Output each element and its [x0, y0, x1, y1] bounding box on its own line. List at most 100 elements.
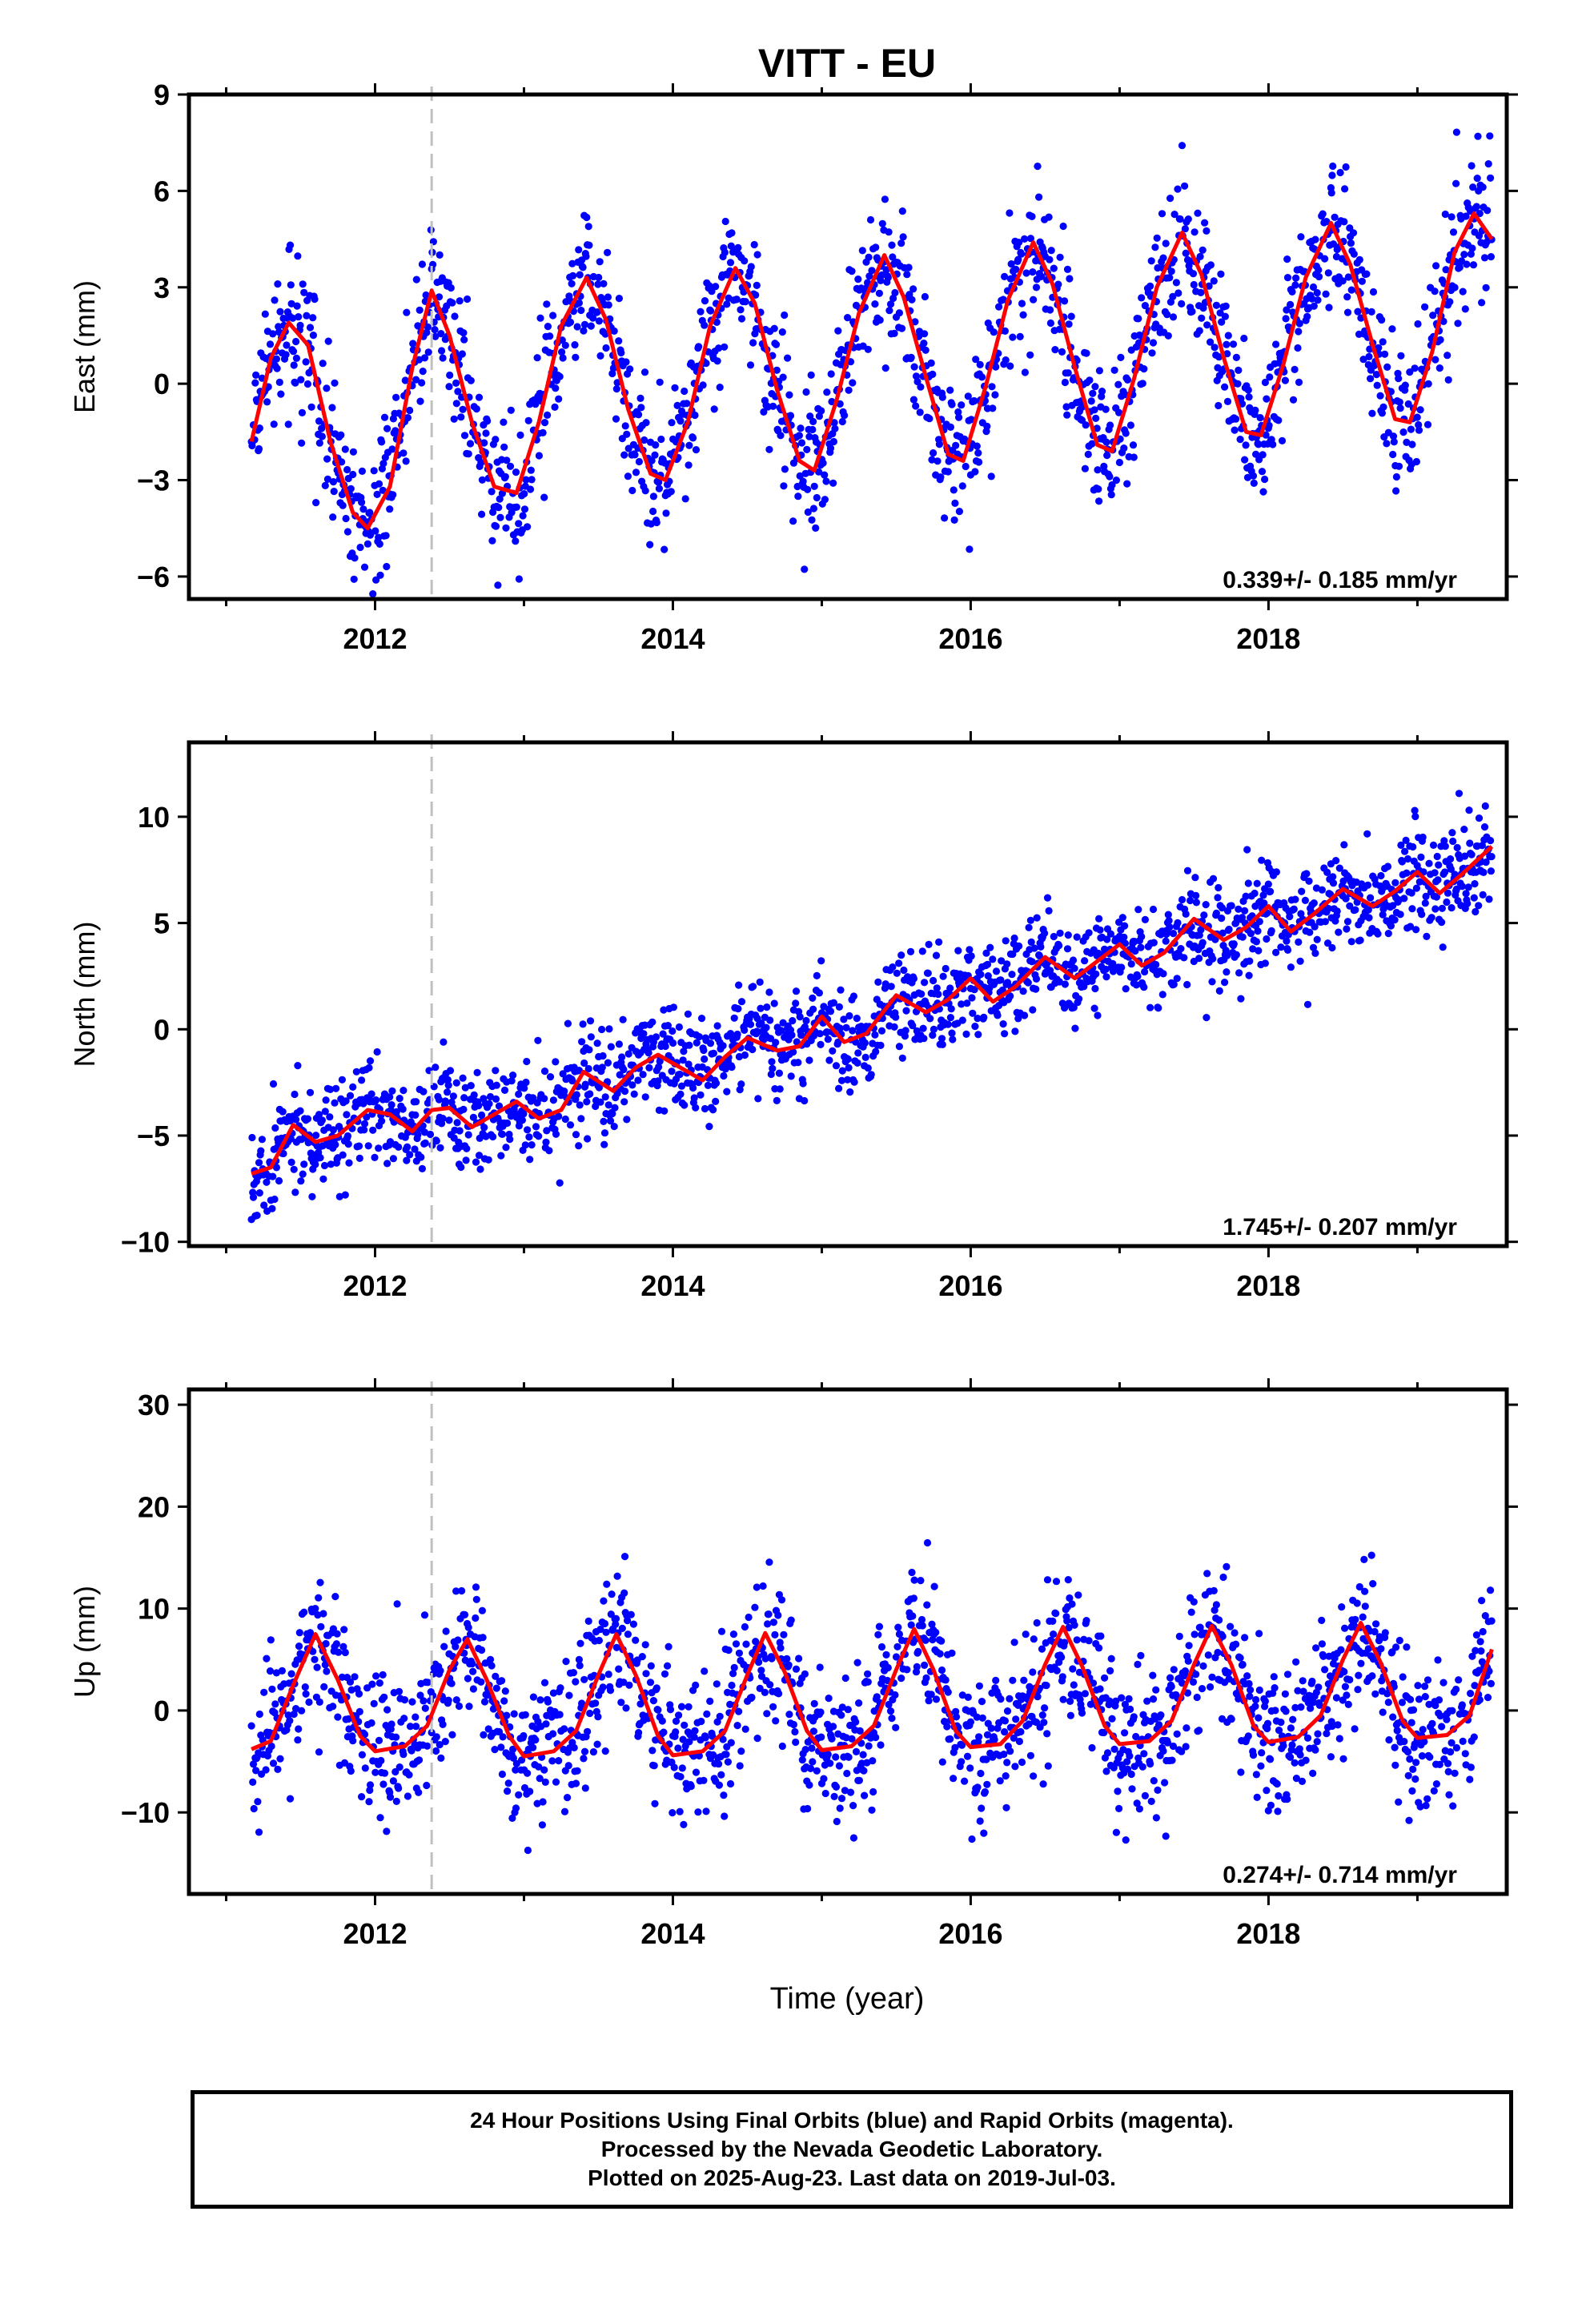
- data-point: [684, 1010, 693, 1018]
- data-point: [467, 376, 475, 384]
- data-point: [386, 505, 394, 513]
- data-point: [1459, 287, 1467, 296]
- data-point: [1392, 487, 1400, 495]
- data-point: [891, 288, 899, 297]
- data-point: [1090, 1004, 1098, 1012]
- data-point: [990, 1735, 998, 1743]
- data-point: [1415, 420, 1423, 429]
- data-point: [1261, 959, 1269, 967]
- data-point: [757, 1004, 765, 1012]
- data-point: [406, 1723, 415, 1731]
- data-point: [472, 1595, 480, 1603]
- data-point: [512, 1804, 520, 1812]
- data-point: [311, 1655, 319, 1663]
- data-point: [820, 1775, 828, 1783]
- data-point: [832, 1062, 841, 1070]
- data-point: [1138, 380, 1146, 388]
- data-point: [620, 1088, 629, 1096]
- data-point: [797, 424, 805, 432]
- data-point: [813, 1767, 821, 1775]
- data-point: [1126, 1705, 1134, 1713]
- data-point: [909, 975, 917, 983]
- data-point: [785, 1661, 793, 1669]
- data-point: [1367, 894, 1375, 902]
- data-point: [1212, 909, 1220, 917]
- data-point: [837, 986, 845, 994]
- data-point: [1265, 421, 1273, 429]
- data-point: [366, 531, 375, 539]
- data-point: [508, 1077, 516, 1085]
- data-point: [1417, 853, 1425, 861]
- data-point: [612, 1643, 620, 1651]
- data-point: [604, 1671, 612, 1679]
- data-point: [1246, 1692, 1254, 1700]
- data-point: [272, 355, 280, 363]
- data-point: [326, 1113, 334, 1121]
- data-point: [1101, 1674, 1109, 1682]
- data-point: [677, 1703, 686, 1711]
- data-point: [306, 324, 315, 332]
- data-point: [1106, 1667, 1114, 1675]
- data-point: [1381, 350, 1389, 358]
- data-point: [408, 1747, 416, 1755]
- data-point: [735, 1052, 744, 1061]
- data-point: [512, 537, 520, 545]
- data-point: [621, 422, 629, 430]
- data-point: [312, 1132, 320, 1140]
- data-point: [399, 1105, 407, 1113]
- data-point: [924, 969, 932, 977]
- data-point: [1397, 841, 1405, 849]
- data-point: [765, 445, 773, 453]
- data-point: [1033, 914, 1041, 922]
- data-point: [1001, 1717, 1009, 1725]
- data-point: [1480, 868, 1488, 876]
- data-point: [890, 329, 898, 337]
- data-point: [855, 1699, 863, 1707]
- data-point: [379, 486, 387, 494]
- data-point: [1055, 978, 1063, 986]
- data-point: [1295, 320, 1303, 328]
- data-point: [1469, 261, 1478, 269]
- data-point: [1002, 356, 1010, 364]
- data-point: [1183, 980, 1191, 989]
- data-point: [287, 281, 295, 289]
- data-point: [1480, 254, 1489, 262]
- data-point: [1096, 926, 1104, 934]
- data-point: [700, 1776, 708, 1784]
- data-point: [495, 504, 503, 512]
- data-point: [267, 1636, 275, 1644]
- data-point: [821, 1789, 829, 1798]
- data-point: [864, 1670, 872, 1678]
- data-point: [559, 1070, 567, 1078]
- data-point: [317, 1622, 325, 1630]
- data-point: [1243, 846, 1251, 854]
- data-point: [286, 241, 295, 249]
- data-point: [650, 1762, 658, 1770]
- data-point: [522, 476, 530, 484]
- data-point: [512, 468, 520, 476]
- data-point: [1112, 1828, 1120, 1836]
- data-point: [777, 1596, 786, 1604]
- data-point: [654, 1706, 662, 1714]
- data-point: [972, 356, 980, 364]
- data-point: [1379, 911, 1387, 919]
- data-point: [894, 1623, 902, 1631]
- data-point: [277, 390, 285, 398]
- data-point: [497, 1152, 505, 1160]
- data-point: [808, 1744, 816, 1752]
- data-point: [723, 300, 731, 308]
- data-point: [884, 1663, 892, 1672]
- data-point: [631, 451, 639, 459]
- data-point: [540, 1095, 548, 1103]
- data-point: [1476, 210, 1484, 218]
- data-point: [594, 1713, 602, 1721]
- data-point: [600, 1597, 608, 1605]
- data-point: [359, 1100, 367, 1108]
- data-point: [756, 978, 764, 986]
- data-point: [329, 1126, 337, 1134]
- data-point: [595, 317, 604, 325]
- data-point: [1487, 253, 1495, 261]
- data-point: [651, 1799, 659, 1807]
- data-point: [616, 1071, 624, 1079]
- data-point: [640, 436, 648, 444]
